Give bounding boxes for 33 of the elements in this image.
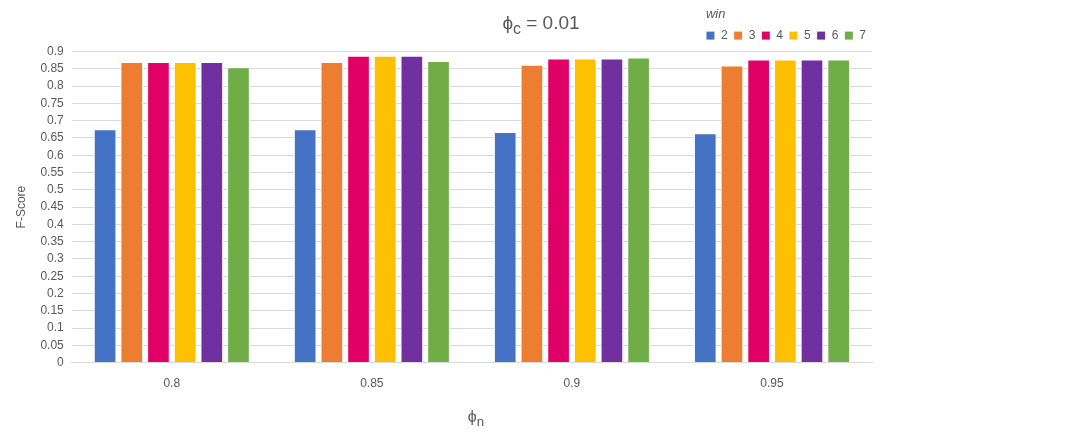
y-tick-label: 0.15 <box>40 303 65 318</box>
y-tick-label: 0.25 <box>40 268 65 283</box>
y-tick-label: 0.55 <box>40 164 65 179</box>
legend-label: 2 <box>720 27 728 42</box>
legend-label: 4 <box>776 27 784 42</box>
y-tick-label: 0.65 <box>40 130 65 145</box>
y-tick-label: 0.35 <box>40 233 65 248</box>
y-tick-label: 0.85 <box>40 61 65 76</box>
legend-label: 6 <box>831 27 839 42</box>
x-tick-label: 0.8 <box>163 376 181 391</box>
y-tick-label: 0.7 <box>47 113 65 128</box>
legend-label: 7 <box>859 27 867 42</box>
x-axis-title: ϕ$_{n}$ <box>466 408 486 430</box>
x-tick-label: 0.85 <box>360 376 384 391</box>
y-tick-label: 0.2 <box>47 285 65 300</box>
y-tick-label: 0 <box>57 354 65 369</box>
y-tick-label: 0.3 <box>47 251 65 266</box>
x-tick-label: 0.95 <box>760 376 784 391</box>
x-tick-label: 0.9 <box>563 376 581 391</box>
y-tick-label: 0.8 <box>47 78 65 93</box>
legend-label: 5 <box>803 27 811 42</box>
y-tick-label: 0.75 <box>40 95 65 110</box>
y-tick-label: 0.05 <box>40 337 65 352</box>
y-tick-label: 0.9 <box>47 43 65 58</box>
y-axis-title: F-Score <box>13 185 28 229</box>
y-tick-label: 0.45 <box>40 199 65 214</box>
y-tick-label: 0.4 <box>47 216 65 231</box>
y-tick-label: 0.6 <box>47 147 65 162</box>
legend-title: win <box>705 6 726 22</box>
chart-title: ϕ$_{c}$ = 0.01 <box>502 12 580 37</box>
legend-label: 3 <box>748 27 756 42</box>
y-tick-label: 0.5 <box>47 182 65 197</box>
y-tick-label: 0.1 <box>47 320 65 335</box>
